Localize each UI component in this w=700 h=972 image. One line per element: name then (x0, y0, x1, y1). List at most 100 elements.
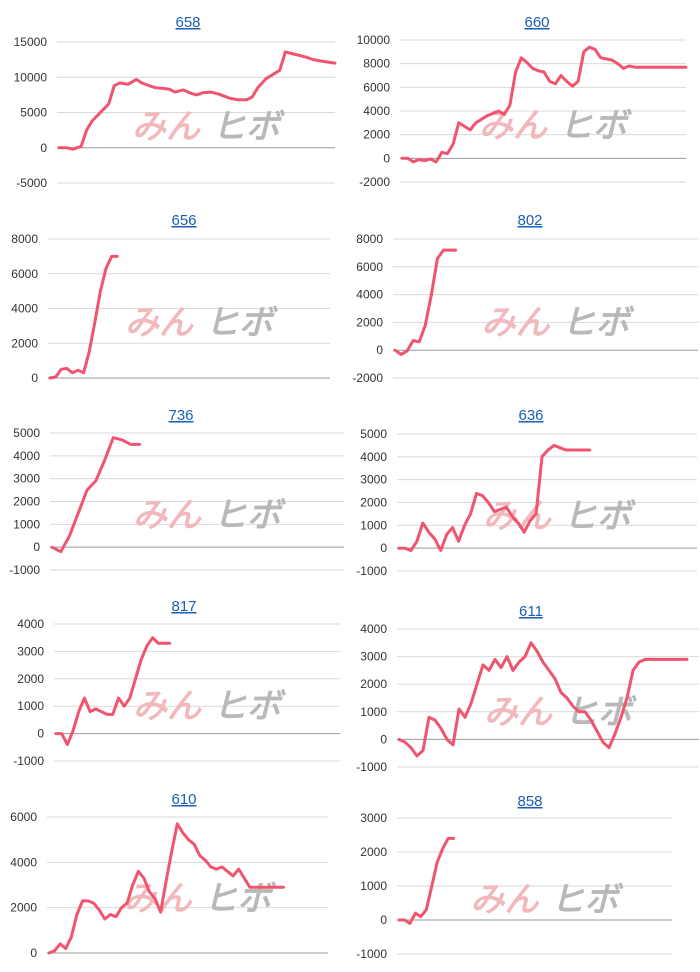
watermark-right: ヒボ (204, 879, 277, 919)
y-tick-label: 2000 (360, 496, 387, 510)
y-tick-label: 0 (30, 946, 37, 960)
y-tick-label: 3000 (360, 473, 387, 487)
chart-panel-636: 636 5000 4000 3000 2000 1000 0 -1000 みん ヒボ (356, 407, 697, 578)
y-tick-label: 4000 (17, 617, 44, 631)
watermark-left: みん (482, 303, 551, 343)
y-tick-label: 2000 (360, 677, 387, 691)
y-tick-label: -1000 (9, 563, 40, 577)
chart-panel-817: 817 4000 3000 2000 1000 0 -1000 みん ヒボ (13, 598, 340, 768)
y-tick-label: 8000 (356, 232, 383, 246)
y-tick-label: 3000 (360, 650, 387, 664)
y-tick-label: -2000 (352, 371, 383, 385)
y-tick-label: -5000 (16, 176, 47, 190)
chart-title[interactable]: 611 (519, 603, 543, 620)
chart-panel-610: 610 6000 4000 2000 0 みん ヒボ (10, 791, 328, 960)
series-line (397, 641, 689, 758)
chart-title[interactable]: 858 (517, 793, 542, 810)
y-tick-label: -1000 (356, 760, 387, 774)
y-tick-label: 8000 (11, 232, 38, 246)
y-tick-label: 2000 (356, 315, 383, 329)
y-tick-label: 5000 (360, 427, 387, 441)
series-line (400, 45, 688, 164)
y-tick-label: 10000 (14, 70, 48, 84)
chart-panel-658: 658 15000 10000 5000 0 -5000 みん ヒボ (14, 14, 337, 190)
y-tick-label: 0 (40, 141, 47, 155)
y-tick-label: 0 (376, 343, 383, 357)
watermark-right: ヒボ (213, 687, 286, 727)
y-tick-label: 2000 (363, 128, 390, 142)
series-line (393, 248, 458, 356)
y-tick-label: -2000 (359, 175, 390, 189)
y-tick-label: 2000 (11, 336, 38, 350)
chart-title[interactable]: 656 (171, 212, 196, 229)
watermark-right: ヒボ (563, 497, 636, 537)
watermark-left: みん (484, 692, 553, 732)
series-line (57, 50, 337, 151)
y-tick-label: 0 (380, 541, 387, 555)
chart-panel-611: 611 4000 3000 2000 1000 0 -1000 みん ヒボ (356, 603, 699, 774)
y-tick-label: 2000 (10, 901, 37, 915)
series-line (54, 636, 172, 747)
y-tick-label: 4000 (363, 104, 390, 118)
watermark-left: みん (125, 303, 194, 343)
series-line (47, 822, 285, 955)
y-tick-label: 6000 (363, 80, 390, 94)
watermark-right: ヒボ (551, 880, 624, 920)
watermark-right: ヒボ (562, 303, 635, 343)
y-tick-label: -1000 (13, 754, 44, 768)
watermark-right: ヒボ (213, 496, 286, 536)
watermark-right: ヒボ (559, 106, 632, 146)
chart-title[interactable]: 736 (168, 407, 193, 424)
y-tick-label: 1000 (360, 518, 387, 532)
watermark-left: みん (132, 107, 201, 147)
chart-panel-656: 656 8000 6000 4000 2000 0 みん ヒボ (11, 212, 330, 385)
y-tick-label: 2000 (17, 672, 44, 686)
watermark-left: みん (133, 687, 202, 727)
y-tick-label: 4000 (10, 855, 37, 869)
y-tick-label: 6000 (356, 260, 383, 274)
series-line (48, 254, 119, 380)
watermark-right: ヒボ (564, 692, 637, 732)
y-tick-label: 3000 (13, 472, 40, 486)
y-tick-label: 0 (380, 732, 387, 746)
y-tick-label: 5000 (13, 426, 40, 440)
y-tick-label: 8000 (363, 57, 390, 71)
series-line (397, 836, 456, 925)
y-tick-label: -1000 (356, 564, 387, 578)
chart-title[interactable]: 636 (518, 407, 543, 424)
y-tick-label: 1000 (360, 879, 387, 893)
y-tick-label: 4000 (360, 622, 387, 636)
y-tick-label: 10000 (357, 33, 391, 47)
y-tick-label: -1000 (356, 947, 387, 961)
watermark-left: みん (133, 496, 202, 536)
y-tick-label: 0 (383, 151, 390, 165)
y-tick-label: 2000 (13, 495, 40, 509)
y-tick-label: 4000 (13, 449, 40, 463)
y-tick-label: 3000 (360, 811, 387, 825)
watermark-left: みん (479, 106, 548, 146)
y-tick-label: 0 (37, 727, 44, 741)
watermark-left: みん (124, 879, 193, 919)
chart-panel-660: 660 10000 8000 6000 4000 2000 0 -2000 みん ヒボ (357, 14, 688, 189)
y-tick-label: 15000 (14, 35, 48, 49)
chart-panel-858: 858 3000 2000 1000 0 -1000 みん ヒボ (356, 793, 672, 961)
watermark-right: ヒボ (212, 107, 285, 147)
chart-title[interactable]: 610 (171, 791, 196, 808)
y-tick-label: 1000 (360, 705, 387, 719)
y-tick-label: 5000 (20, 106, 47, 120)
chart-panel-802: 802 8000 6000 4000 2000 0 -2000 みん ヒボ (352, 212, 698, 385)
y-tick-label: 2000 (360, 845, 387, 859)
chart-title[interactable]: 660 (524, 14, 549, 31)
series-line (50, 436, 142, 554)
watermark-left: みん (483, 497, 552, 537)
chart-title[interactable]: 658 (175, 14, 200, 31)
series-line (397, 443, 592, 552)
y-tick-label: 1000 (13, 517, 40, 531)
chart-title[interactable]: 817 (171, 598, 196, 615)
y-tick-label: 3000 (17, 644, 44, 658)
chart-title[interactable]: 802 (517, 212, 542, 229)
y-tick-label: 4000 (360, 450, 387, 464)
chart-panel-736: 736 5000 4000 3000 2000 1000 0 -1000 みん ヒボ (9, 407, 344, 577)
y-tick-label: 4000 (356, 288, 383, 302)
